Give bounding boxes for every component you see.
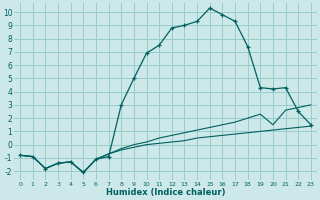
X-axis label: Humidex (Indice chaleur): Humidex (Indice chaleur) bbox=[106, 188, 225, 197]
